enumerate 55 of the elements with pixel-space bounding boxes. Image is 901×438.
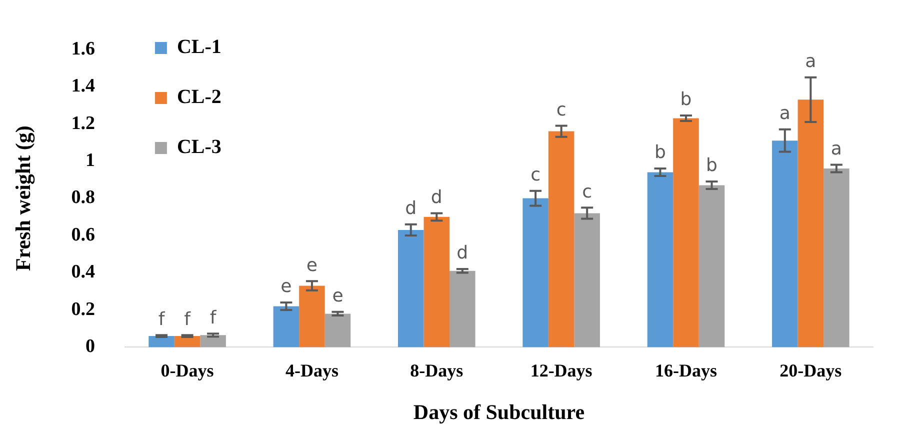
annotation: e [332, 286, 344, 307]
y-tick-label: 0.2 [71, 298, 95, 320]
bar [798, 100, 824, 348]
legend-label: CL-3 [176, 136, 222, 158]
annotation: f [210, 307, 217, 328]
bar [273, 306, 300, 348]
y-tick-label: 0.8 [71, 187, 95, 208]
annotation: d [430, 186, 442, 208]
y-tick-label: 1.6 [71, 38, 95, 60]
annotation: d [405, 198, 417, 220]
annotation: e [306, 254, 318, 276]
annotation: a [779, 103, 790, 124]
annotation: f [158, 308, 166, 330]
annotation: b [706, 155, 718, 176]
bar [200, 335, 226, 348]
y-axis-title: Fresh weight (g) [11, 126, 36, 272]
annotation: d [456, 242, 468, 264]
bar [673, 118, 699, 348]
bar [299, 286, 325, 348]
annotation: f [184, 308, 192, 330]
x-tick-label: 20-Days [780, 360, 842, 381]
x-axis-title: Days of Subculture [413, 400, 585, 424]
y-tick-label: 0 [85, 336, 95, 358]
bar [148, 336, 174, 348]
annotation: c [556, 99, 566, 120]
annotation: c [582, 181, 592, 202]
bar [424, 216, 450, 348]
annotation: a [805, 50, 816, 72]
annotation: a [830, 138, 842, 160]
x-tick-label: 4-Days [285, 360, 338, 381]
x-tick-label: 0-Days [160, 360, 214, 381]
bar [574, 213, 600, 348]
bar [324, 314, 351, 348]
bar [647, 172, 674, 348]
legend-label: CL-1 [176, 36, 222, 58]
y-tick-label: 0.6 [71, 224, 95, 246]
bar [772, 140, 798, 348]
x-tick-label: 16-Days [654, 360, 717, 381]
bar [548, 131, 574, 348]
bar [824, 168, 850, 348]
legend-label: CL-2 [176, 86, 222, 108]
bar [522, 198, 548, 348]
bar [450, 270, 476, 348]
x-tick-label: 12-Days [530, 360, 592, 381]
y-tick-label: 1 [85, 150, 95, 171]
annotation: b [680, 89, 692, 110]
annotation: b [654, 142, 666, 164]
y-tick-label: 0.4 [71, 262, 96, 283]
y-tick-label: 1.2 [71, 112, 95, 134]
annotation: e [280, 276, 292, 298]
y-tick-label: 1.4 [71, 76, 96, 97]
bar [398, 230, 424, 348]
annotation: c [530, 164, 540, 186]
x-tick-label: 8-Days [410, 360, 464, 381]
bar [698, 185, 725, 348]
